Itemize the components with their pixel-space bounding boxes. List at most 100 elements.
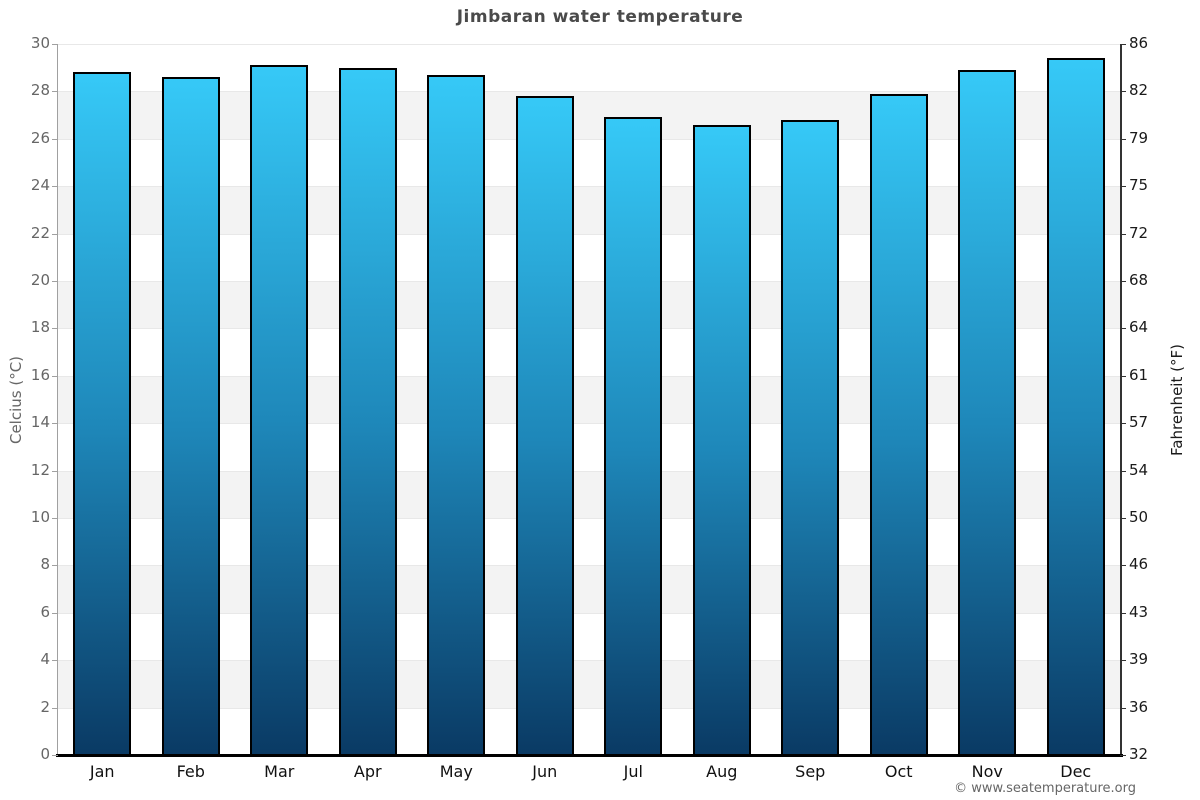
y-tick-mark-left: [52, 660, 58, 662]
y-tick-mark-right: [1120, 328, 1126, 330]
y-tick-mark-right: [1120, 281, 1126, 282]
y-tick-label-fahrenheit: 57: [1129, 413, 1149, 432]
y-tick-label-fahrenheit: 61: [1129, 365, 1149, 384]
y-tick-label-celsius: 8: [40, 555, 50, 574]
chart-title: Jimbaran water temperature: [456, 7, 744, 27]
x-tick-label-dec: Dec: [1060, 762, 1092, 781]
grid-band: [58, 44, 1120, 92]
x-tick-label-feb: Feb: [176, 762, 205, 781]
grid-band: [58, 660, 1120, 708]
y-tick-mark-left: [52, 328, 58, 330]
y-tick-mark-right: [1120, 707, 1126, 709]
y-tick-label-fahrenheit: 75: [1129, 176, 1149, 195]
y-tick-label-fahrenheit: 64: [1129, 318, 1149, 337]
y-tick-label-celsius: 14: [30, 413, 50, 432]
y-tick-label-fahrenheit: 46: [1129, 555, 1149, 574]
bar-nov: [958, 70, 1017, 755]
y-tick-label-celsius: 12: [30, 460, 50, 479]
y-axis-line-right: [1120, 44, 1122, 755]
x-tick-label-sep: Sep: [795, 762, 826, 781]
y-tick-mark-left: [52, 44, 58, 45]
bar-apr: [338, 67, 397, 755]
bar-may: [427, 74, 486, 755]
plot-area: [58, 44, 1120, 755]
grid-band: [58, 233, 1120, 281]
grid-band: [58, 281, 1120, 329]
y-tick-label-celsius: 10: [30, 508, 50, 526]
bar-jun: [515, 96, 574, 755]
y-tick-label-celsius: 24: [30, 176, 50, 195]
y-tick-label-fahrenheit: 50: [1129, 508, 1149, 526]
y-axis-title-fahrenheit: Fahrenheit (°F): [1168, 344, 1186, 456]
y-tick-mark-left: [52, 565, 58, 567]
y-tick-label-fahrenheit: 82: [1129, 81, 1149, 100]
y-tick-mark-left: [52, 707, 58, 709]
grid-band: [58, 470, 1120, 518]
y-tick-mark-right: [1120, 423, 1126, 425]
grid-band: [58, 138, 1120, 187]
grid-band: [58, 423, 1120, 471]
y-axis-line-left: [57, 44, 58, 755]
y-tick-label-fahrenheit: 79: [1129, 128, 1149, 147]
bar-feb: [161, 77, 220, 755]
grid-band: [58, 375, 1120, 424]
y-tick-mark-left: [52, 518, 58, 519]
y-tick-mark-right: [1120, 612, 1126, 614]
y-tick-label-celsius: 20: [30, 271, 50, 289]
x-tick-label-nov: Nov: [971, 762, 1003, 781]
grid-band: [58, 612, 1120, 661]
y-tick-mark-left: [52, 612, 58, 614]
y-tick-mark-left: [52, 138, 58, 140]
y-tick-mark-right: [1120, 565, 1126, 567]
y-tick-mark-left: [52, 423, 58, 425]
grid-band: [58, 91, 1120, 139]
bar-oct: [869, 93, 928, 755]
grid-band: [58, 565, 1120, 613]
x-tick-label-jan: Jan: [89, 762, 115, 781]
bar-jan: [73, 72, 132, 755]
x-axis-line: [56, 754, 1123, 757]
y-tick-mark-right: [1120, 233, 1126, 235]
grid-band: [58, 328, 1120, 376]
y-tick-label-celsius: 6: [40, 602, 50, 621]
y-tick-mark-left: [52, 375, 58, 377]
y-tick-mark-left: [52, 186, 58, 188]
y-tick-mark-right: [1120, 660, 1126, 662]
bar-aug: [692, 124, 751, 755]
bar-jul: [604, 117, 663, 755]
y-tick-mark-right: [1120, 470, 1126, 472]
y-tick-mark-left: [52, 470, 58, 472]
y-tick-mark-right: [1120, 375, 1126, 377]
y-tick-label-celsius: 22: [30, 223, 50, 242]
y-tick-label-fahrenheit: 39: [1129, 650, 1149, 669]
y-tick-label-fahrenheit: 86: [1129, 34, 1149, 52]
x-tick-label-oct: Oct: [884, 762, 913, 781]
x-tick-label-aug: Aug: [706, 762, 738, 781]
y-tick-mark-right: [1120, 186, 1126, 188]
bar-sep: [781, 119, 840, 755]
x-tick-label-jul: Jul: [623, 762, 643, 781]
y-tick-mark-right: [1120, 138, 1126, 140]
y-tick-mark-left: [52, 233, 58, 235]
y-tick-label-fahrenheit: 72: [1129, 223, 1149, 242]
grid-band: [58, 186, 1120, 234]
x-tick-label-apr: Apr: [353, 762, 382, 781]
bar-mar: [250, 65, 309, 755]
y-tick-label-celsius: 26: [30, 128, 50, 147]
y-tick-mark-left: [52, 91, 58, 93]
x-tick-label-jun: Jun: [532, 762, 558, 781]
y-tick-label-celsius: 2: [40, 697, 50, 716]
grid-band: [58, 707, 1120, 755]
x-tick-label-may: May: [439, 762, 473, 781]
y-tick-label-celsius: 28: [30, 81, 50, 100]
y-tick-mark-left: [52, 755, 58, 756]
y-tick-mark-right: [1120, 44, 1126, 45]
y-tick-mark-left: [52, 281, 58, 282]
y-tick-mark-right: [1120, 91, 1126, 93]
y-tick-mark-right: [1120, 518, 1126, 519]
y-tick-label-celsius: 18: [30, 318, 50, 337]
y-tick-label-fahrenheit: 43: [1129, 602, 1149, 621]
y-tick-label-fahrenheit: 32: [1129, 745, 1149, 763]
grid-band: [58, 518, 1120, 566]
